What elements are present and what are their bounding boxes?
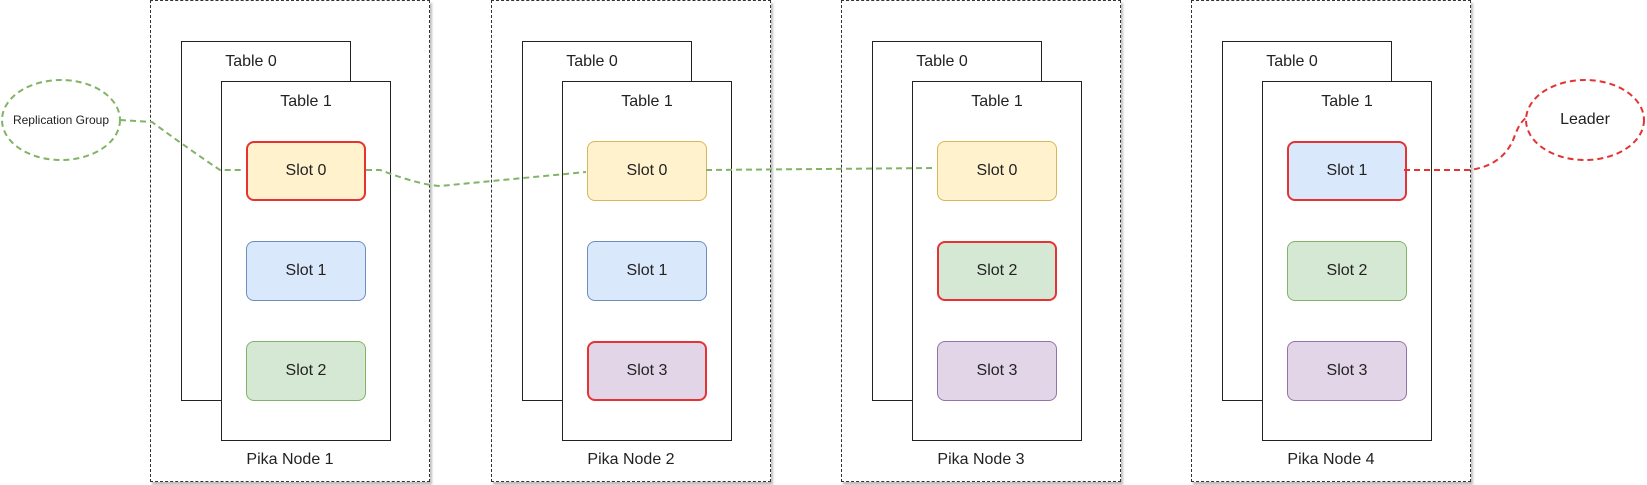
slot-label: Slot 2 xyxy=(1326,262,1368,279)
table-1-label: Table 1 xyxy=(1321,93,1373,110)
slot-label: Slot 3 xyxy=(976,362,1018,379)
slot-box: Slot 0 xyxy=(587,141,707,201)
node-label: Pika Node 3 xyxy=(937,451,1025,468)
slot-label: Slot 3 xyxy=(1326,362,1368,379)
slot-label: Slot 1 xyxy=(626,262,668,279)
slot-label: Slot 0 xyxy=(626,162,668,179)
table-0-label: Table 0 xyxy=(1266,53,1318,70)
slot-box: Slot 2 xyxy=(1287,241,1407,301)
slot-box: Slot 1 xyxy=(1287,141,1407,201)
replication-group-label: Replication Group xyxy=(12,113,110,127)
slot-label: Slot 2 xyxy=(285,362,327,379)
slot-box: Slot 2 xyxy=(246,341,366,401)
slot-box: Slot 3 xyxy=(587,341,707,401)
slot-box: Slot 3 xyxy=(937,341,1057,401)
table-1: Table 1 Slot 0 Slot 1 Slot 3 xyxy=(562,81,732,441)
slot-box: Slot 1 xyxy=(587,241,707,301)
slot-label: Slot 0 xyxy=(285,162,327,179)
pika-node-4: Table 0 Table 1 Slot 1 Slot 2 Slot 3 Pik… xyxy=(1191,0,1471,482)
table-0-label: Table 0 xyxy=(916,53,968,70)
pika-node-3: Table 0 Table 1 Slot 0 Slot 2 Slot 3 Pik… xyxy=(841,0,1121,482)
slot-label: Slot 2 xyxy=(976,262,1018,279)
slot-box: Slot 2 xyxy=(937,241,1057,301)
slot-label: Slot 0 xyxy=(976,162,1018,179)
slot-label: Slot 1 xyxy=(1326,162,1368,179)
node-label: Pika Node 1 xyxy=(246,451,334,468)
table-1: Table 1 Slot 0 Slot 1 Slot 2 xyxy=(221,81,391,441)
node-label: Pika Node 4 xyxy=(1287,451,1375,468)
table-0-label: Table 0 xyxy=(225,53,277,70)
table-1-label: Table 1 xyxy=(621,93,673,110)
table-1-label: Table 1 xyxy=(971,93,1023,110)
node-label: Pika Node 2 xyxy=(587,451,675,468)
slot-label: Slot 3 xyxy=(626,362,668,379)
table-1: Table 1 Slot 1 Slot 2 Slot 3 xyxy=(1262,81,1432,441)
pika-node-1: Table 0 Table 1 Slot 0 Slot 1 Slot 2 Pik… xyxy=(150,0,430,482)
table-1-label: Table 1 xyxy=(280,93,332,110)
slot-box: Slot 0 xyxy=(246,141,366,201)
table-1: Table 1 Slot 0 Slot 2 Slot 3 xyxy=(912,81,1082,441)
pika-node-2: Table 0 Table 1 Slot 0 Slot 1 Slot 3 Pik… xyxy=(491,0,771,482)
slot-box: Slot 3 xyxy=(1287,341,1407,401)
slot-label: Slot 1 xyxy=(285,262,327,279)
table-0-label: Table 0 xyxy=(566,53,618,70)
slot-box: Slot 1 xyxy=(246,241,366,301)
slot-box: Slot 0 xyxy=(937,141,1057,201)
leader-label: Leader xyxy=(1560,111,1610,128)
